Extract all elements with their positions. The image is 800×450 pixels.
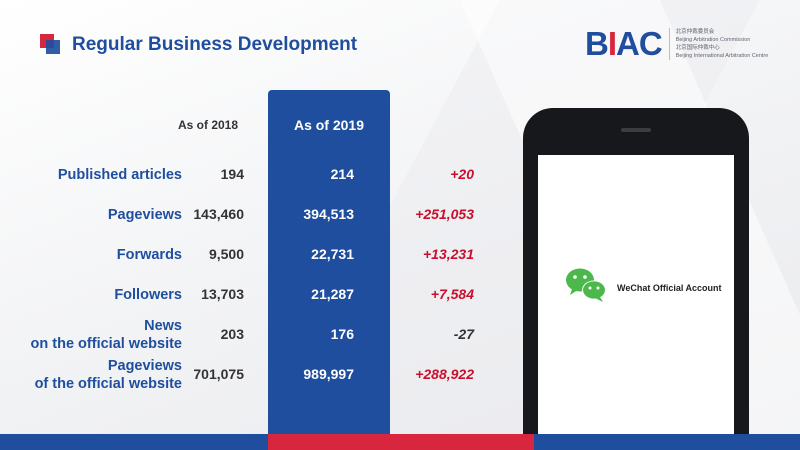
logo-letters-ac: AC xyxy=(616,25,663,62)
table-row: Pageviews 143,460 394,513 +251,053 xyxy=(0,195,520,235)
logo-letter-i: I xyxy=(607,25,617,62)
logo-letter-b: B xyxy=(585,25,609,62)
logo-line: 北京国际仲裁中心 xyxy=(675,44,720,51)
row-label: Followers xyxy=(114,287,182,303)
title-mark-icon xyxy=(40,34,60,54)
row-label: News on the official website xyxy=(31,317,182,353)
value-2018: 143,460 xyxy=(193,206,244,222)
row-label: Forwards xyxy=(116,247,182,263)
value-2019: 989,997 xyxy=(303,366,354,382)
row-label: Pageviews xyxy=(107,207,182,223)
change-value: +251,053 xyxy=(415,206,474,222)
biac-logo: BIAC 北京仲裁委员会 Beijing Arbitration Commiss… xyxy=(585,27,768,60)
change-value: +20 xyxy=(450,166,474,182)
column-header-2018: As of 2018 xyxy=(178,118,239,132)
logo-mark: BIAC xyxy=(585,25,663,62)
change-value: +288,922 xyxy=(415,366,474,382)
table-row: Followers 13,703 21,287 +7,584 xyxy=(0,275,520,315)
value-2018: 9,500 xyxy=(208,246,244,262)
table-row: Forwards 9,500 22,731 +13,231 xyxy=(0,235,520,275)
row-label-line: of the official website xyxy=(34,376,182,392)
table-row: News on the official website 203 176 -27 xyxy=(0,315,520,355)
value-2019: 21,287 xyxy=(311,286,354,302)
logo-line: Beijing Arbitration Commission xyxy=(675,36,751,43)
title-mark-blue-square xyxy=(46,40,60,54)
footer-bar-red xyxy=(268,434,534,450)
wechat-label: WeChat Official Account xyxy=(617,283,722,293)
page-title: Regular Business Development xyxy=(72,34,358,55)
logo-subtitle: 北京仲裁委员会 Beijing Arbitration Commission 北… xyxy=(668,27,769,60)
value-2019: 176 xyxy=(330,326,354,342)
row-label: Pageviews of the official website xyxy=(35,357,182,393)
value-2019: 394,513 xyxy=(303,206,354,222)
value-2019: 214 xyxy=(330,166,354,182)
logo-line: 北京仲裁委员会 xyxy=(675,28,715,35)
phone-speaker xyxy=(621,128,651,132)
value-2018: 13,703 xyxy=(201,286,244,302)
highlight-column-2019 xyxy=(268,90,390,434)
value-2019: 22,731 xyxy=(311,246,354,262)
column-header-2019: As of 2019 xyxy=(293,117,365,133)
logo-line: Beijing International Arbitration Centre xyxy=(675,52,769,59)
phone-screen: WeChat Official Account xyxy=(538,155,734,450)
change-value: -27 xyxy=(453,326,474,342)
row-label-line: Pageviews xyxy=(107,358,182,374)
row-label-line: on the official website xyxy=(30,336,182,352)
wechat-icon xyxy=(566,268,606,302)
row-label: Published articles xyxy=(57,167,182,183)
value-2018: 194 xyxy=(220,166,244,182)
change-value: +7,584 xyxy=(430,286,474,302)
table-row: Pageviews of the official website 701,07… xyxy=(0,355,520,395)
table-row: Published articles 194 214 +20 xyxy=(0,155,520,195)
change-value: +13,231 xyxy=(423,246,474,262)
value-2018: 203 xyxy=(220,326,244,342)
phone-mockup: WeChat Official Account xyxy=(523,108,749,450)
row-label-line: News xyxy=(144,318,182,334)
value-2018: 701,075 xyxy=(193,366,244,382)
